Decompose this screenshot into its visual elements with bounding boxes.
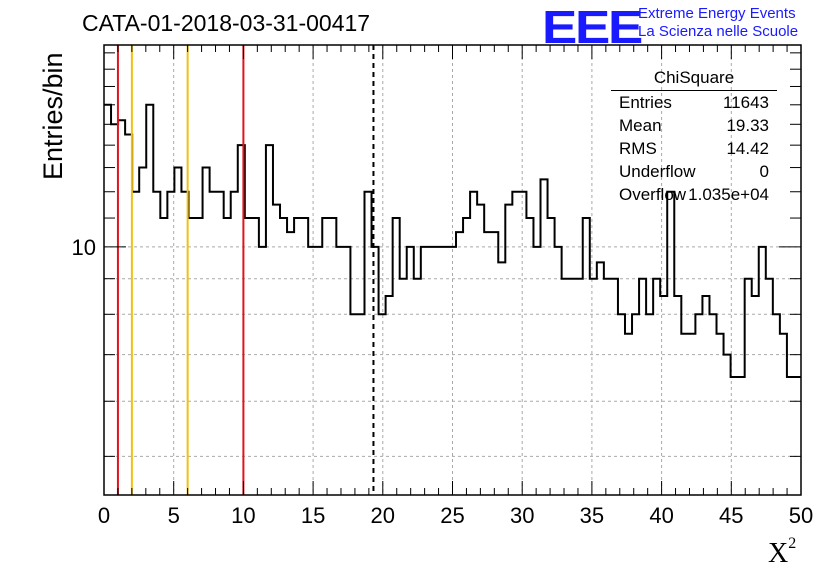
y-axis-label: Entries/bin bbox=[38, 52, 68, 180]
eee-logo: EEE bbox=[542, 1, 643, 53]
x-axis-label-exponent: 2 bbox=[788, 534, 797, 552]
x-tick-label: 25 bbox=[440, 503, 464, 528]
x-tick-label: 45 bbox=[719, 503, 743, 528]
x-tick-label: 30 bbox=[510, 503, 534, 528]
stats-key: Entries bbox=[619, 93, 672, 112]
stats-row-rms: RMS 14.42 bbox=[611, 137, 779, 160]
stats-value: 1.035e+04 bbox=[688, 185, 769, 204]
stats-row-overflow: Overflow 1.035e+04 bbox=[611, 183, 779, 206]
stats-key: Mean bbox=[619, 116, 662, 135]
x-axis-label-base: X bbox=[768, 538, 789, 569]
logo-caption-line2: La Scienza nelle Scuole bbox=[638, 23, 799, 40]
logo-caption-line1: Extreme Energy Events bbox=[638, 5, 796, 22]
logo-caption: Extreme Energy Events La Scienza nelle S… bbox=[638, 5, 798, 41]
x-tick-label: 15 bbox=[301, 503, 325, 528]
stats-key: RMS bbox=[619, 139, 657, 158]
x-axis-label: X2 bbox=[768, 534, 797, 570]
stats-value: 11643 bbox=[722, 93, 769, 112]
x-tick-label: 35 bbox=[580, 503, 604, 528]
x-tick-label: 0 bbox=[98, 503, 110, 528]
stats-value: 19.33 bbox=[726, 116, 769, 135]
x-tick-label: 10 bbox=[231, 503, 255, 528]
stats-row-mean: Mean 19.33 bbox=[611, 114, 779, 137]
stats-row-underflow: Underflow 0 bbox=[611, 160, 779, 183]
stats-key: Overflow bbox=[619, 185, 687, 204]
stats-value: 0 bbox=[759, 162, 769, 181]
stats-key: Underflow bbox=[619, 162, 696, 181]
y-tick-label: 10 bbox=[72, 235, 96, 260]
stats-box: ChiSquare Entries 11643 Mean 19.33 RMS 1… bbox=[611, 68, 779, 206]
x-tick-label: 5 bbox=[168, 503, 180, 528]
stats-row-entries: Entries 11643 bbox=[611, 91, 779, 114]
x-tick-label: 20 bbox=[371, 503, 395, 528]
y-axis-label-box: Entries/bin bbox=[4, 40, 68, 190]
stats-box-name: ChiSquare bbox=[611, 68, 777, 91]
stats-value: 14.42 bbox=[726, 139, 769, 158]
x-tick-label: 40 bbox=[649, 503, 673, 528]
histogram-series bbox=[104, 103, 801, 379]
x-tick-label: 50 bbox=[789, 503, 813, 528]
plot-title: CATA-01-2018-03-31-00417 bbox=[82, 10, 371, 36]
